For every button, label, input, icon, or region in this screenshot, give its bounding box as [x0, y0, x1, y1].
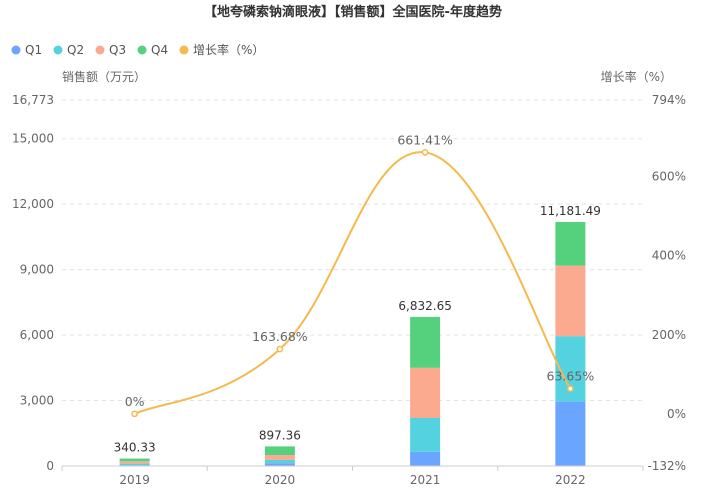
total-label-2021: 6,832.65 [398, 299, 451, 313]
growth-line-layer [131, 149, 574, 418]
bar-2020-Q4 [264, 446, 295, 456]
y-left-axis-title: 销售额（万元） [62, 69, 146, 84]
legend-marker-3 [95, 45, 105, 55]
chart-title: 【地夸磷索钠滴眼液】【销售额】全国医院-年度趋势 [204, 4, 502, 20]
bar-2020-Q1 [264, 463, 295, 466]
bar-2021-Q4 [410, 316, 441, 368]
legend-marker-2 [53, 45, 63, 55]
growth-point-2020 [276, 345, 284, 353]
legend: Q1 Q2 Q3 Q4 增长率（%） [11, 42, 264, 57]
y-left-tick-5: 12,000 [12, 197, 54, 211]
x-tick-2021: 2021 [410, 473, 441, 487]
y-right-tick-1: -132% [647, 459, 686, 473]
legend-marker-5 [179, 45, 189, 55]
y-right-axis: -132% 0% 200% 400% 600% 794% [647, 93, 686, 473]
y-left-tick-7: 16,773 [12, 93, 54, 107]
growth-label-2020: 163.68% [252, 329, 308, 344]
total-label-2022: 11,181.49 [540, 204, 601, 218]
growth-label-2021: 661.41% [397, 132, 453, 147]
y-right-tick-2: 0% [667, 407, 686, 421]
growth-point-2021 [421, 149, 429, 156]
bar-2022-Q4 [555, 222, 586, 266]
grid [62, 99, 643, 402]
bar-2020-Q3 [264, 455, 295, 460]
y-right-tick-4: 400% [652, 249, 686, 263]
growth-point-2022 [567, 385, 574, 393]
x-axis: 2019 2020 2021 2022 [61, 465, 644, 487]
y-right-tick-3: 200% [652, 328, 686, 342]
bar-2021-Q2 [410, 417, 441, 452]
bar-2019-Q4 [119, 458, 150, 462]
total-label-2020: 897.36 [259, 428, 301, 442]
y-left-tick-4: 9,000 [20, 263, 54, 277]
bars [119, 222, 586, 466]
x-tick-2019: 2019 [119, 473, 150, 487]
legend-label-5: 增长率（%） [193, 42, 264, 57]
bar-2021-Q3 [410, 367, 441, 418]
bar-2020-Q2 [264, 459, 295, 464]
legend-label-2: Q2 [67, 43, 84, 57]
bar-2021-Q1 [410, 451, 441, 466]
bar-2022-Q1 [555, 401, 586, 466]
total-label-2019: 340.33 [114, 441, 156, 455]
data-labels: 340.33 897.36 6,832.65 11,181.49 0% 163.68% 66… [114, 132, 601, 454]
y-right-tick-6: 794% [652, 93, 686, 107]
y-left-axis: 0 3,000 6,000 9,000 12,000 15,000 16,773 [12, 93, 54, 473]
legend-label-4: Q4 [151, 43, 168, 57]
bar-2019-Q3 [119, 461, 150, 464]
legend-label-3: Q3 [109, 43, 126, 57]
y-left-tick-3: 6,000 [20, 328, 54, 342]
bar-2019-Q2 [119, 463, 150, 466]
bar-2022-Q3 [555, 265, 586, 337]
x-tick-2022: 2022 [555, 473, 586, 487]
growth-point-2019 [131, 410, 138, 418]
growth-label-2019: 0% [125, 394, 145, 409]
x-tick-2020: 2020 [265, 473, 296, 487]
y-left-tick-6: 15,000 [12, 132, 54, 146]
y-left-tick-2: 3,000 [20, 394, 54, 408]
growth-line [134, 151, 572, 415]
legend-marker-1 [11, 45, 21, 55]
growth-label-2022: 63.65% [547, 369, 595, 384]
y-right-axis-title: 增长率（%） [601, 69, 672, 84]
y-right-tick-5: 600% [652, 170, 686, 184]
legend-marker-4 [137, 45, 147, 55]
legend-label-1: Q1 [25, 43, 42, 57]
y-left-tick-1: 0 [46, 459, 54, 473]
